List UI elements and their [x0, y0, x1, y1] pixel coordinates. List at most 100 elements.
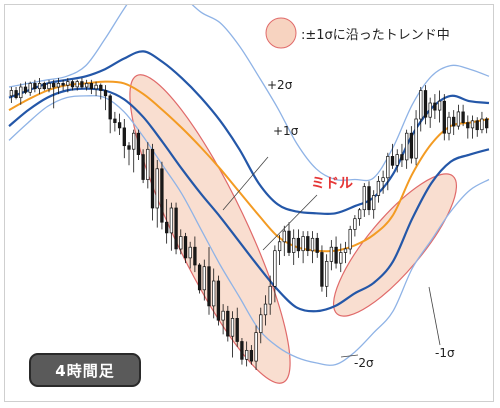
candle — [315, 232, 319, 258]
candle-body-down — [165, 221, 169, 234]
candle-body-down — [433, 102, 437, 111]
chart-frame: :±1σに沿ったトレンド中 +2σ +1σ ミドル -1σ -2σ 4時間足 — [4, 4, 494, 402]
candle — [414, 110, 418, 166]
candle-body-down — [475, 120, 479, 131]
candle-body-up — [37, 83, 42, 90]
leader-plus-1-sigma — [222, 156, 269, 211]
candle-body-up — [339, 252, 343, 264]
candle-body-down — [117, 122, 122, 129]
candle — [216, 275, 221, 326]
candle-body-up — [395, 154, 399, 166]
candle-body-up — [188, 246, 192, 259]
candle — [433, 94, 437, 119]
candle-body-up — [155, 168, 159, 209]
candle-body-up — [456, 111, 461, 127]
candle-body-down — [193, 246, 197, 266]
candle-body-down — [400, 154, 404, 161]
candle-body-down — [485, 118, 489, 129]
candle — [273, 245, 277, 303]
candle-body-up — [357, 209, 362, 220]
candle-body-up — [329, 246, 334, 262]
candle-body-down — [240, 341, 244, 360]
candle — [277, 234, 282, 265]
candle-body-down — [315, 237, 319, 253]
candle — [320, 245, 324, 292]
legend-swatch — [265, 17, 297, 49]
candle — [94, 81, 98, 96]
candle-body-down — [207, 266, 211, 307]
label-leader-lines — [222, 156, 441, 358]
leader-minus-1-sigma — [428, 286, 441, 346]
candle-body-up — [202, 266, 206, 291]
candle-body-down — [52, 83, 56, 88]
candle — [9, 86, 14, 103]
candle — [400, 143, 404, 168]
candle — [183, 232, 188, 264]
candle — [343, 241, 348, 264]
candle — [108, 94, 112, 134]
candle — [85, 79, 89, 91]
candle — [263, 295, 268, 326]
candle-body-down — [80, 81, 84, 88]
candle-body-down — [216, 280, 221, 321]
candle-body-up — [470, 120, 475, 129]
candle-body-up — [282, 230, 286, 243]
candle — [75, 79, 79, 91]
candle — [155, 159, 159, 228]
candle-body-up — [268, 285, 272, 305]
timeframe-badge: 4時間足 — [29, 353, 141, 387]
candle-body-up — [245, 350, 249, 360]
band-plus-2-sigma — [8, 5, 490, 182]
candle-body-up — [254, 332, 258, 362]
candle — [428, 97, 432, 128]
candle — [282, 225, 286, 257]
candle — [405, 129, 409, 169]
leader-minus-2-sigma — [340, 354, 359, 358]
candle-body-up — [221, 310, 225, 321]
candle — [301, 231, 305, 264]
candle — [80, 78, 84, 89]
candle — [47, 79, 51, 93]
candle-body-up — [480, 118, 484, 131]
candle-body-up — [66, 81, 70, 86]
candle — [470, 115, 475, 139]
candle-body-up — [292, 237, 296, 253]
candle — [146, 142, 150, 189]
candle-body-up — [447, 116, 451, 134]
candle-body-up — [259, 314, 263, 333]
candle — [376, 175, 381, 203]
candle-body-down — [127, 145, 131, 150]
candle — [193, 236, 197, 273]
candle — [245, 341, 249, 367]
candle — [33, 79, 37, 93]
candle — [456, 104, 461, 130]
candle — [437, 90, 442, 123]
candle — [353, 215, 357, 237]
candle — [19, 83, 23, 105]
candle — [37, 78, 42, 95]
candle — [296, 229, 301, 258]
candle — [348, 225, 352, 255]
candle-body-up — [273, 250, 277, 287]
candle-body-up — [386, 156, 390, 179]
candle-body-up — [301, 236, 305, 252]
candle-body-down — [226, 310, 230, 337]
candle-body-down — [306, 236, 310, 252]
candle — [268, 275, 272, 315]
candle-body-up — [348, 229, 352, 250]
candle — [113, 111, 117, 132]
candle — [442, 94, 446, 141]
candle-body-up — [353, 218, 357, 230]
label-minus-2-sigma: -2σ — [354, 356, 374, 370]
candle — [103, 85, 108, 111]
candle — [466, 115, 470, 139]
candle — [447, 111, 451, 141]
candle — [66, 78, 70, 93]
candle-body-down — [409, 132, 414, 159]
candle — [395, 149, 399, 173]
leader-middle — [262, 194, 318, 251]
candle — [240, 337, 244, 365]
candle — [339, 243, 343, 273]
candle — [292, 229, 296, 265]
candle — [475, 117, 479, 137]
